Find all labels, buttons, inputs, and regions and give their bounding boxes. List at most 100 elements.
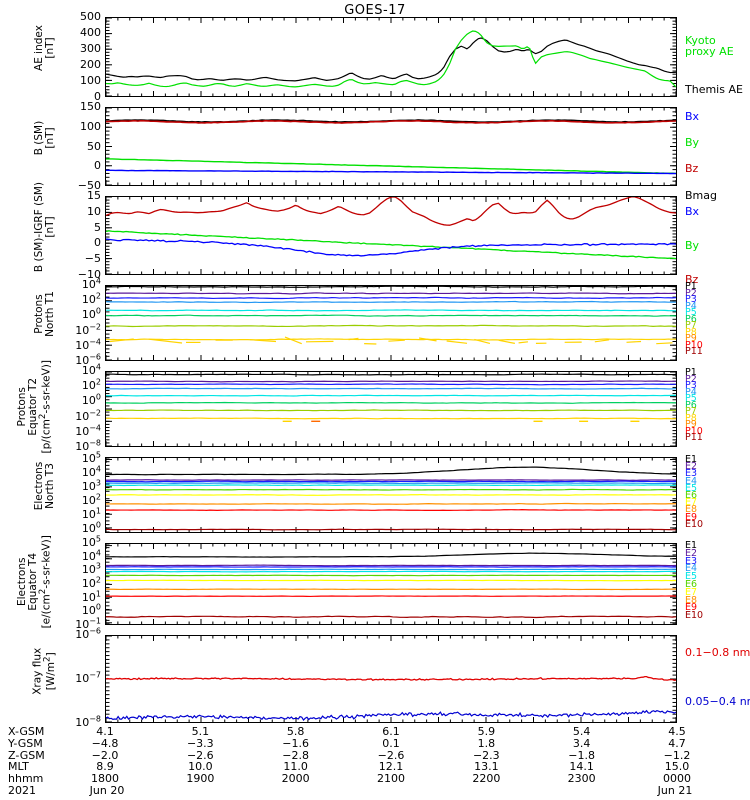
legend-item: P8 (685, 412, 697, 424)
y-tick-label: 100 (80, 119, 101, 133)
legend-item: E2 (685, 461, 698, 473)
y-tick-label: 102 (81, 492, 101, 507)
y-tick-label: 10−6 (75, 352, 101, 367)
legend-item: P10 (685, 425, 703, 437)
legend-item: E3 (685, 468, 698, 480)
x-axis-value: 13.1 (474, 760, 499, 774)
y-tick-label: 105 (81, 534, 101, 549)
x-axis-value: 0000 (663, 772, 691, 786)
x-axis-value: 1800 (91, 772, 119, 786)
y-tick-label: 10−4 (75, 423, 101, 438)
legend-item: E10 (685, 610, 704, 622)
x-axis-value: 5.1 (191, 725, 210, 738)
y-tick-label: 102 (81, 291, 101, 307)
legend-item: P11 (685, 346, 703, 358)
legend-item: P7 (685, 406, 697, 418)
y-tick-label: 10−2 (75, 407, 101, 423)
page-title: GOES-17 (344, 3, 406, 18)
x-axis-value: 2200 (472, 772, 501, 786)
y-tick-label: 103 (81, 561, 101, 577)
panel-protons-north-t1 (105, 285, 677, 361)
legend-b-sm: Bx By Bz Bmag (685, 111, 717, 201)
legend-item: E1 (685, 540, 698, 551)
x-axis-value: 1.8 (477, 736, 496, 750)
x-axis-value: −1.2 (663, 748, 691, 762)
y-tick-label: 0 (94, 90, 101, 103)
y-tick-label: 50 (87, 139, 101, 153)
legend-item: P6 (685, 399, 697, 411)
legend-item: Bmag (685, 188, 717, 202)
y-tick-label: 104 (81, 276, 101, 291)
y-tick-label: 105 (81, 449, 101, 465)
x-axis-value: 5.8 (286, 725, 305, 738)
y-tick-label: 100 (80, 74, 101, 87)
y-tick-label: 150 (80, 100, 101, 113)
y-tick-label: 10−6 (75, 626, 101, 641)
panel-electrons-equator-t4 (105, 543, 677, 625)
legend-item: 0.1−0.8 nm (685, 646, 750, 659)
x-axis-value: 8.9 (96, 760, 114, 774)
x-axis-value: 4.1 (96, 725, 114, 738)
y-tick-label: −5 (84, 252, 101, 266)
y-tick-label: 104 (81, 362, 101, 377)
legend-item: E3 (685, 555, 698, 567)
x-axis-table: X-GSM 4.1 5.1 5.8 6.1 5.9 5.4 4.5 Y-GSM −4.8 −3.3−… (0, 726, 750, 797)
y-tick-label: 5 (94, 220, 101, 234)
y-tick-label: 200 (80, 58, 101, 71)
y-tick-label: −10 (77, 268, 101, 281)
legend-item: P5 (685, 307, 697, 319)
x-axis-value: −3.3 (186, 736, 214, 750)
legend-item: E8 (685, 504, 698, 516)
legend-item: E2 (685, 547, 698, 559)
legend-item: E8 (685, 594, 698, 606)
panel-electrons-north-t3 (105, 457, 677, 533)
legend-item: P9 (685, 419, 697, 431)
legend-item: E1 (685, 454, 698, 465)
y-tick-label: 100 (81, 392, 101, 408)
legend-electrons-north-t3: E1 E2 E3 E4 E5 E6 E7 E8 E9 E10 (685, 454, 703, 529)
legend-item: E6 (685, 489, 698, 501)
y-tick-label: 102 (81, 377, 101, 393)
panel-b-sm (105, 107, 677, 186)
x-axis-value: −2.6 (377, 748, 405, 762)
x-axis-value: 4.7 (668, 736, 686, 750)
legend-ae-index: Kyoto proxy AE Themis AE (685, 35, 743, 96)
y-tick-label: 300 (80, 42, 101, 55)
x-axis-row-x-gsm: X-GSM 4.1 5.1 5.8 6.1 5.9 5.4 4.5 (0, 726, 750, 738)
x-axis-row-mlt: MLT 8.9 10.0 11.0 12.1 13.1 14.1 15.0 (0, 761, 750, 773)
x-axis-value: 4.5 (668, 725, 686, 738)
y-tick-label: 10−8 (75, 714, 101, 729)
legend-b-sm-igrf: Bx By Bz (685, 206, 699, 286)
x-axis-row-hhmm: hhmm 1800 1900 2000 2100 2200 2300 0000 (0, 773, 750, 785)
x-axis-row-label: Y-GSM (8, 736, 43, 750)
legend-item: Bz (685, 273, 699, 287)
y-tick-label: 101 (81, 589, 101, 604)
x-axis-row-label: X-GSM (8, 725, 45, 738)
y-tick-label: 15 (87, 189, 101, 202)
x-axis-value: −4.8 (91, 736, 119, 750)
x-axis-value: −1.6 (282, 736, 310, 750)
y-tick-label: 100 (81, 520, 101, 536)
legend-item: Kyoto (685, 34, 716, 47)
y-tick-label: 102 (81, 575, 101, 590)
x-axis-value: −2.8 (282, 748, 310, 762)
x-axis-value: 14.1 (569, 760, 594, 774)
y-tick-label: 10−1 (75, 616, 101, 631)
legend-item: Bz (685, 162, 699, 176)
legend-electrons-equator-t4: E1 E2 E3 E4 E5 E6 E7 E8 E9 E10 (685, 540, 704, 622)
y-tick-label: 10 (87, 204, 101, 218)
legend-item: P3 (685, 294, 697, 306)
legend-item: P3 (685, 380, 697, 392)
x-axis-value: 10.0 (188, 760, 213, 774)
x-axis-row-label: Z-GSM (8, 748, 45, 762)
legend-item: E9 (685, 602, 698, 614)
legend-item: Themis AE (685, 83, 743, 97)
y-tick-label: 0 (94, 159, 101, 173)
legend-item: E7 (685, 586, 698, 598)
legend-item: P9 (685, 333, 697, 345)
x-axis-value: 2000 (281, 772, 310, 786)
y-axis-title-xray-flux: Xray flux [W/m2] (31, 647, 58, 695)
y-tick-label: 0 (94, 236, 101, 250)
x-axis-value: 2300 (567, 772, 596, 786)
